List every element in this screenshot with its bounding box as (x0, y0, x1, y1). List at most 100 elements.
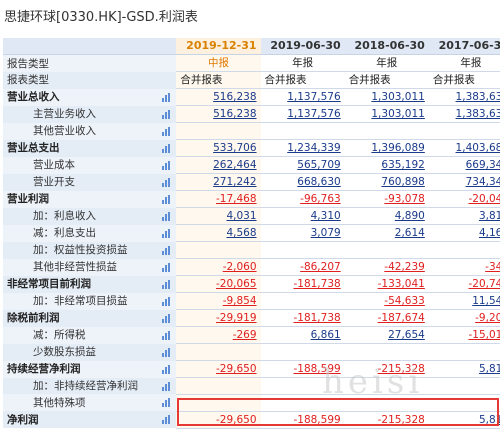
table-cell[interactable]: 734,347 (428, 173, 500, 192)
cell-link[interactable]: -29,650 (216, 413, 257, 426)
cell-link[interactable]: 4,166 (478, 227, 500, 240)
table-cell[interactable]: 2,614 (344, 224, 429, 243)
table-cell[interactable]: 4,890 (344, 207, 429, 226)
chart-icon[interactable] (156, 241, 177, 259)
cell-link[interactable]: 1,137,576 (287, 91, 341, 104)
table-cell[interactable]: -17,468 (176, 190, 261, 209)
table-cell[interactable]: -188,599 (260, 411, 345, 429)
table-cell[interactable]: -133,041 (344, 275, 429, 294)
chart-icon[interactable] (156, 275, 177, 293)
cell-link[interactable]: -54,633 (384, 295, 425, 308)
table-cell[interactable]: -181,738 (260, 275, 345, 294)
column-header[interactable]: 2018-06-30 (344, 38, 429, 56)
chart-icon[interactable] (156, 173, 177, 191)
table-cell[interactable]: 4,031 (176, 207, 261, 226)
chart-icon[interactable] (156, 105, 177, 123)
table-cell[interactable]: -215,328 (344, 411, 429, 429)
cell-link[interactable]: 1,234,339 (287, 142, 341, 155)
cell-link[interactable]: 5,815 (478, 363, 500, 376)
table-cell[interactable]: 565,709 (260, 156, 345, 175)
cell-link[interactable]: -9,200 (475, 312, 500, 325)
chart-icon[interactable] (156, 207, 177, 225)
cell-link[interactable]: -29,650 (216, 363, 257, 376)
cell-link[interactable]: -187,674 (377, 312, 425, 325)
table-cell[interactable]: -29,650 (176, 360, 261, 379)
table-cell[interactable]: -187,674 (344, 309, 429, 328)
cell-link[interactable]: -20,049 (468, 193, 500, 206)
table-cell[interactable]: -54,633 (344, 292, 429, 311)
table-cell[interactable]: 3,819 (428, 207, 500, 226)
table-cell[interactable]: -29,919 (176, 309, 261, 328)
cell-link[interactable]: 516,238 (213, 108, 257, 121)
cell-link[interactable]: 4,310 (310, 210, 341, 223)
cell-link[interactable]: -133,041 (377, 278, 425, 291)
chart-icon[interactable] (156, 122, 177, 140)
table-cell[interactable]: 1,303,011 (344, 105, 429, 124)
cell-link[interactable]: -9,854 (222, 295, 257, 308)
table-cell[interactable]: 5,815 (428, 360, 500, 379)
cell-link[interactable]: -86,207 (300, 261, 341, 274)
chart-icon[interactable] (156, 224, 177, 242)
table-cell[interactable]: -93,078 (344, 190, 429, 209)
table-cell[interactable]: 668,630 (260, 173, 345, 192)
table-cell[interactable]: 4,310 (260, 207, 345, 226)
chart-icon[interactable] (156, 394, 177, 412)
table-cell[interactable]: 3,079 (260, 224, 345, 243)
cell-link[interactable]: 262,464 (213, 159, 257, 172)
cell-link[interactable]: 27,654 (388, 329, 425, 342)
cell-link[interactable]: 635,192 (381, 159, 425, 172)
table-cell[interactable]: 4,166 (428, 224, 500, 243)
table-cell[interactable]: -181,738 (260, 309, 345, 328)
chart-icon[interactable] (156, 309, 177, 327)
table-cell[interactable]: 4,568 (176, 224, 261, 243)
cell-link[interactable]: -215,328 (377, 413, 425, 426)
table-cell[interactable]: -20,049 (428, 190, 500, 209)
cell-link[interactable]: 1,137,576 (287, 108, 341, 121)
table-cell[interactable]: 1,234,339 (260, 139, 345, 158)
cell-link[interactable]: 1,383,638 (455, 91, 500, 104)
table-cell[interactable]: -215,328 (344, 360, 429, 379)
table-cell[interactable]: -20,743 (428, 275, 500, 294)
table-cell[interactable]: 1,396,089 (344, 139, 429, 158)
table-cell[interactable]: -86,207 (260, 258, 345, 277)
cell-link[interactable]: 1,403,687 (455, 142, 500, 155)
chart-icon[interactable] (156, 360, 177, 378)
column-header[interactable]: 2017-06-30 (428, 38, 500, 56)
cell-link[interactable]: 533,706 (213, 142, 257, 155)
chart-icon[interactable] (156, 88, 177, 106)
cell-link[interactable]: 516,238 (213, 91, 257, 104)
table-cell[interactable]: 669,340 (428, 156, 500, 175)
cell-link[interactable]: -188,599 (293, 413, 341, 426)
cell-link[interactable]: 1,303,011 (371, 91, 425, 104)
cell-link[interactable]: 4,890 (394, 210, 425, 223)
cell-link[interactable]: -29,919 (216, 312, 257, 325)
table-cell[interactable]: 1,383,638 (428, 88, 500, 107)
table-cell[interactable]: 1,137,576 (260, 105, 345, 124)
cell-link[interactable]: -269 (232, 329, 257, 342)
cell-link[interactable]: -96,763 (300, 193, 341, 206)
table-cell[interactable]: 1,137,576 (260, 88, 345, 107)
column-header[interactable]: 2019-12-31 (176, 38, 261, 56)
table-cell[interactable]: -29,650 (176, 411, 261, 429)
table-cell[interactable]: 516,238 (176, 105, 261, 124)
table-cell[interactable]: 516,238 (176, 88, 261, 107)
cell-link[interactable]: 1,396,089 (371, 142, 425, 155)
table-cell[interactable]: -15,015 (428, 326, 500, 345)
table-cell[interactable]: -9,200 (428, 309, 500, 328)
chart-icon[interactable] (156, 377, 177, 395)
cell-link[interactable]: 11,543 (472, 295, 500, 308)
table-cell[interactable]: -42,239 (344, 258, 429, 277)
table-cell[interactable]: -9,854 (176, 292, 261, 311)
cell-link[interactable]: -188,599 (293, 363, 341, 376)
chart-icon[interactable] (156, 326, 177, 344)
table-cell[interactable]: 760,898 (344, 173, 429, 192)
chart-icon[interactable] (156, 258, 177, 276)
cell-link[interactable]: 6,861 (310, 329, 341, 342)
cell-link[interactable]: 2,614 (394, 227, 425, 240)
cell-link[interactable]: -42,239 (384, 261, 425, 274)
table-cell[interactable]: -96,763 (260, 190, 345, 209)
cell-link[interactable]: -215,328 (377, 363, 425, 376)
chart-icon[interactable] (156, 292, 177, 310)
cell-link[interactable]: 1,383,638 (455, 108, 500, 121)
cell-link[interactable]: 3,079 (310, 227, 341, 240)
